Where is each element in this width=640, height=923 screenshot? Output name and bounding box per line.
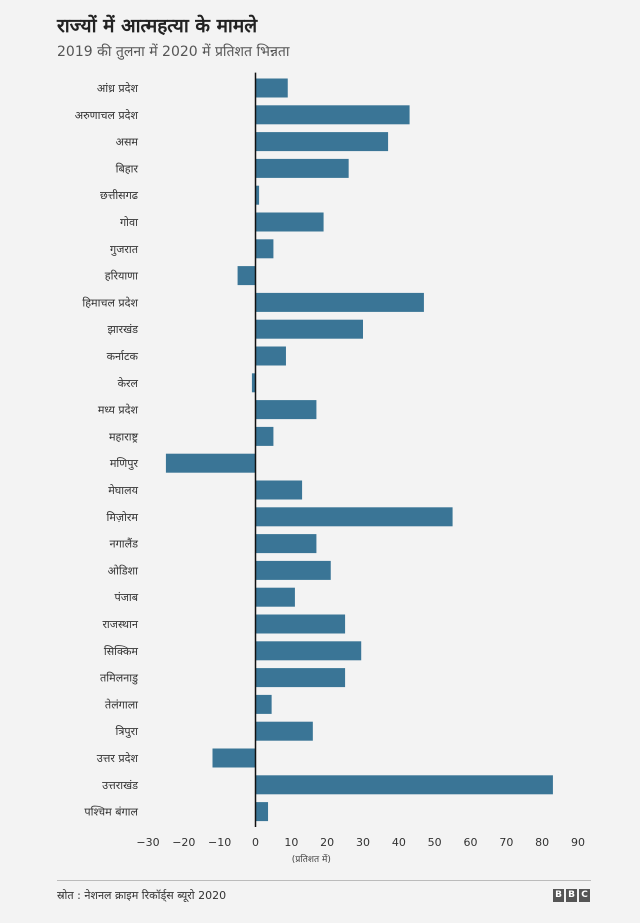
- bar: [255, 426, 274, 446]
- x-axis-unit-label: (प्रतिशत में): [292, 853, 331, 865]
- category-label: हरियाणा: [105, 270, 138, 283]
- category-label: मिज़ोरम: [106, 511, 138, 524]
- bar: [255, 587, 295, 607]
- bar: [255, 400, 317, 420]
- bars-layer: [165, 78, 553, 822]
- category-label: छत्तीसगढ: [100, 189, 139, 202]
- bar: [255, 507, 453, 527]
- bar: [255, 292, 424, 312]
- bar: [251, 373, 256, 393]
- bbc-logo: B B C: [553, 889, 590, 902]
- category-label: कर्नाटक: [107, 350, 139, 363]
- bar: [237, 266, 256, 286]
- bar: [255, 105, 410, 125]
- bar-chart: आंध्र प्रदेश अरुणाचल प्रदेश असम बिहार छत्तीस…: [75, 72, 585, 865]
- category-label: तेलंगाला: [105, 698, 138, 711]
- bar: [255, 132, 389, 152]
- logo-letter: B: [553, 889, 564, 902]
- bar: [255, 668, 346, 688]
- chart-title: राज्यों में आत्महत्या के मामले: [57, 15, 258, 37]
- category-label: उत्तराखंड: [102, 779, 138, 792]
- logo-letter: B: [566, 889, 577, 902]
- x-axis-ticks: −30 −20 −10 0 10 20 30 40 50 60 70 80 90: [136, 836, 585, 849]
- category-labels: आंध्र प्रदेश अरुणाचल प्रदेश असम बिहार छत्तीस…: [75, 82, 139, 819]
- category-label: मध्य प्रदेश: [98, 404, 139, 417]
- bar: [255, 346, 286, 366]
- x-tick-label: 40: [392, 836, 406, 849]
- bar: [255, 534, 317, 554]
- category-label: पंजाब: [114, 591, 138, 604]
- x-tick-label: −10: [208, 836, 231, 849]
- bar: [255, 560, 331, 580]
- category-label: असम: [116, 136, 139, 149]
- category-label: मेघालय: [108, 484, 138, 497]
- category-label: मणिपुर: [110, 457, 139, 470]
- bar: [255, 480, 303, 500]
- x-tick-label: 10: [284, 836, 298, 849]
- bar: [212, 748, 256, 768]
- category-label: त्रिपुरा: [115, 725, 138, 738]
- category-label: गुजरात: [110, 243, 139, 256]
- category-label: आंध्र प्रदेश: [97, 82, 139, 95]
- category-label: नगालैंड: [110, 538, 139, 551]
- bar: [255, 614, 346, 634]
- category-label: केरल: [118, 377, 139, 390]
- x-tick-label: 50: [428, 836, 442, 849]
- x-tick-label: −30: [136, 836, 159, 849]
- bar: [255, 185, 260, 205]
- bar: [255, 78, 288, 98]
- category-label: सिक्किम: [104, 645, 139, 658]
- bar: [255, 319, 363, 339]
- source-text: स्रोत : नेशनल क्राइम रिकॉर्ड्स ब्यूरो 20…: [57, 889, 227, 902]
- category-label: उत्तर प्रदेश: [97, 752, 139, 765]
- bar: [255, 239, 274, 259]
- bar: [255, 721, 313, 741]
- x-tick-label: 0: [252, 836, 259, 849]
- category-label: महाराष्ट्र: [109, 430, 139, 443]
- x-tick-label: 80: [535, 836, 549, 849]
- category-label: हिमाचल प्रदेश: [82, 296, 138, 309]
- x-tick-label: 30: [356, 836, 370, 849]
- bar: [255, 641, 362, 661]
- bar: [255, 158, 349, 178]
- x-tick-label: 60: [464, 836, 478, 849]
- category-label: राजस्थान: [102, 618, 138, 631]
- category-label: तमिलनाडु: [100, 672, 138, 685]
- chart-subtitle: 2019 की तुलना में 2020 में प्रतिशत भिन्न…: [57, 44, 290, 60]
- logo-letter: C: [579, 889, 590, 902]
- bar: [255, 775, 553, 795]
- bar: [255, 212, 324, 232]
- category-label: बिहार: [116, 162, 139, 175]
- bar: [255, 694, 272, 714]
- bar: [165, 453, 256, 473]
- category-label: गोवा: [120, 216, 138, 229]
- category-label: पश्चिम बंगाल: [84, 806, 138, 819]
- x-tick-label: 90: [571, 836, 585, 849]
- x-tick-label: 20: [320, 836, 334, 849]
- x-tick-label: 70: [499, 836, 513, 849]
- category-label: झारखंड: [107, 323, 138, 336]
- bar: [255, 802, 269, 822]
- footer-divider: [57, 880, 591, 881]
- category-label: अरुणाचल प्रदेश: [75, 109, 139, 122]
- category-label: ओडिशा: [108, 564, 138, 577]
- x-tick-label: −20: [172, 836, 195, 849]
